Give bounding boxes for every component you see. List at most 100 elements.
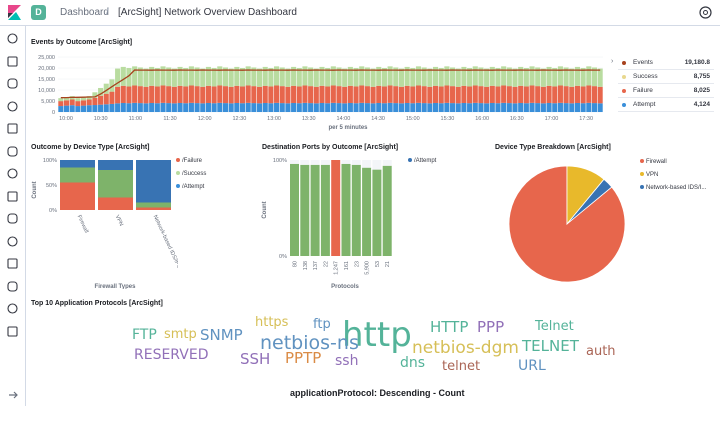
events-x-tick: 14:00 [337, 116, 351, 122]
pie-legend-firewall[interactable]: Firewall [640, 159, 667, 165]
breadcrumb-dashboard[interactable]: Dashboard [60, 7, 109, 18]
cloud-word[interactable]: dns [400, 355, 426, 371]
events-x-tick: 17:30 [579, 116, 593, 122]
maps-icon[interactable] [6, 145, 19, 158]
events-bar [410, 86, 416, 104]
cloud-word[interactable]: http [342, 315, 412, 355]
events-bar [381, 103, 387, 112]
events-bar [120, 85, 126, 103]
events-bar [552, 68, 558, 87]
cloud-word[interactable]: URL [518, 358, 546, 374]
clock-icon[interactable] [6, 32, 19, 45]
events-bar [557, 66, 563, 86]
events-bar [404, 66, 410, 86]
cloud-word[interactable]: smtp [164, 327, 197, 342]
events-bar [370, 103, 376, 112]
events-bar [126, 86, 132, 104]
ports-x-tick: 1,247 [334, 261, 340, 275]
events-bar [302, 102, 308, 112]
events-bar [432, 102, 439, 112]
cloud-word[interactable]: HTTP [430, 318, 469, 336]
device-legend-success[interactable]: /Success [176, 171, 206, 177]
ml-icon[interactable] [6, 257, 19, 270]
destination-ports-chart: 100% 0% Count 80 138 137 22 1,247 161 23 5,900 53 21… [262, 158, 392, 289]
events-x-tick: 10:00 [59, 116, 73, 122]
legend-toggle-icon[interactable]: › [611, 58, 614, 65]
uptime-icon[interactable] [6, 235, 19, 248]
cloud-word[interactable]: netbios-ns [260, 332, 359, 354]
monitoring-icon[interactable] [6, 302, 19, 315]
device-legend-attempt[interactable]: /Attempt [176, 184, 204, 190]
events-bar [188, 66, 194, 86]
events-bar [586, 102, 592, 112]
events-bar [274, 66, 280, 86]
events-bar [393, 67, 399, 87]
management-icon[interactable] [6, 325, 19, 338]
events-x-tick: 12:30 [233, 116, 247, 122]
events-legend-row[interactable]: Events 19,180.8 [618, 56, 714, 70]
events-bar [501, 66, 507, 86]
ports-y-label: Count [262, 201, 268, 218]
cloud-word[interactable]: FTP [132, 327, 157, 343]
events-bar [495, 68, 501, 87]
ports-bar-success [310, 164, 320, 256]
space-avatar[interactable]: D [31, 5, 46, 20]
help-icon[interactable] [699, 6, 712, 19]
cloud-word[interactable]: SSH [240, 350, 271, 368]
events-bar [154, 86, 160, 104]
events-bar [461, 85, 467, 103]
events-bar [143, 103, 149, 112]
events-bar [557, 85, 563, 103]
cloud-word[interactable]: netbios-dgm [412, 338, 519, 358]
cloud-word[interactable]: ftp [313, 317, 331, 332]
ports-bar-other [372, 160, 382, 170]
infra-icon[interactable] [6, 167, 19, 180]
events-legend-row[interactable]: Failure 8,025 [618, 84, 714, 98]
events-bar [467, 86, 473, 104]
cloud-word[interactable]: PPTP [285, 349, 322, 367]
events-bar [268, 86, 274, 104]
events-bar [421, 86, 427, 104]
events-bar [512, 86, 518, 104]
collapse-arrow-icon[interactable] [7, 389, 19, 401]
events-bar [444, 102, 450, 112]
device-bar-segment [60, 182, 95, 210]
cloud-word[interactable]: https [255, 315, 289, 330]
cloud-word[interactable]: auth [586, 344, 616, 359]
canvas-icon[interactable] [6, 122, 19, 135]
events-bar [239, 68, 246, 87]
events-bar [234, 66, 240, 86]
compass-icon[interactable] [6, 55, 19, 68]
dashboard-icon[interactable] [6, 100, 19, 113]
events-bar [279, 86, 285, 104]
devtools-icon[interactable] [6, 280, 19, 293]
pie-legend-vpn[interactable]: VPN [640, 172, 658, 178]
events-legend-row[interactable]: Success 8,755 [618, 70, 714, 84]
cloud-word[interactable]: TELNET [522, 337, 579, 355]
apm-icon[interactable] [6, 212, 19, 225]
cloud-word[interactable]: PPP [477, 318, 505, 336]
cloud-word[interactable]: telnet [442, 359, 481, 374]
pie-legend-network-ids[interactable]: Network-based IDS/I... [640, 185, 706, 191]
visualize-icon[interactable] [6, 77, 19, 90]
logs-icon[interactable] [6, 190, 19, 203]
events-bar [75, 98, 81, 102]
cloud-word[interactable]: ssh [335, 353, 359, 369]
events-x-tick: 11:00 [129, 116, 142, 122]
cloud-word[interactable]: SNMP [200, 326, 243, 344]
events-bar [251, 86, 257, 104]
events-bar [404, 85, 410, 103]
events-bar [222, 86, 229, 104]
device-legend-failure[interactable]: /Failure [176, 158, 202, 164]
cloud-word[interactable]: Telnet [535, 319, 574, 334]
cloud-word[interactable]: RESERVED [134, 347, 209, 363]
ports-legend-attempt[interactable]: /Attempt [408, 158, 436, 164]
ports-bar-other [351, 160, 361, 165]
ports-bar-success [290, 163, 299, 256]
events-legend-row[interactable]: Attempt 4,124 [618, 98, 714, 112]
events-bar [149, 66, 155, 86]
ports-bar-other [310, 160, 320, 165]
kibana-logo-icon[interactable] [6, 4, 23, 21]
device-y-tick: 0% [49, 208, 57, 214]
events-bar [63, 105, 70, 112]
